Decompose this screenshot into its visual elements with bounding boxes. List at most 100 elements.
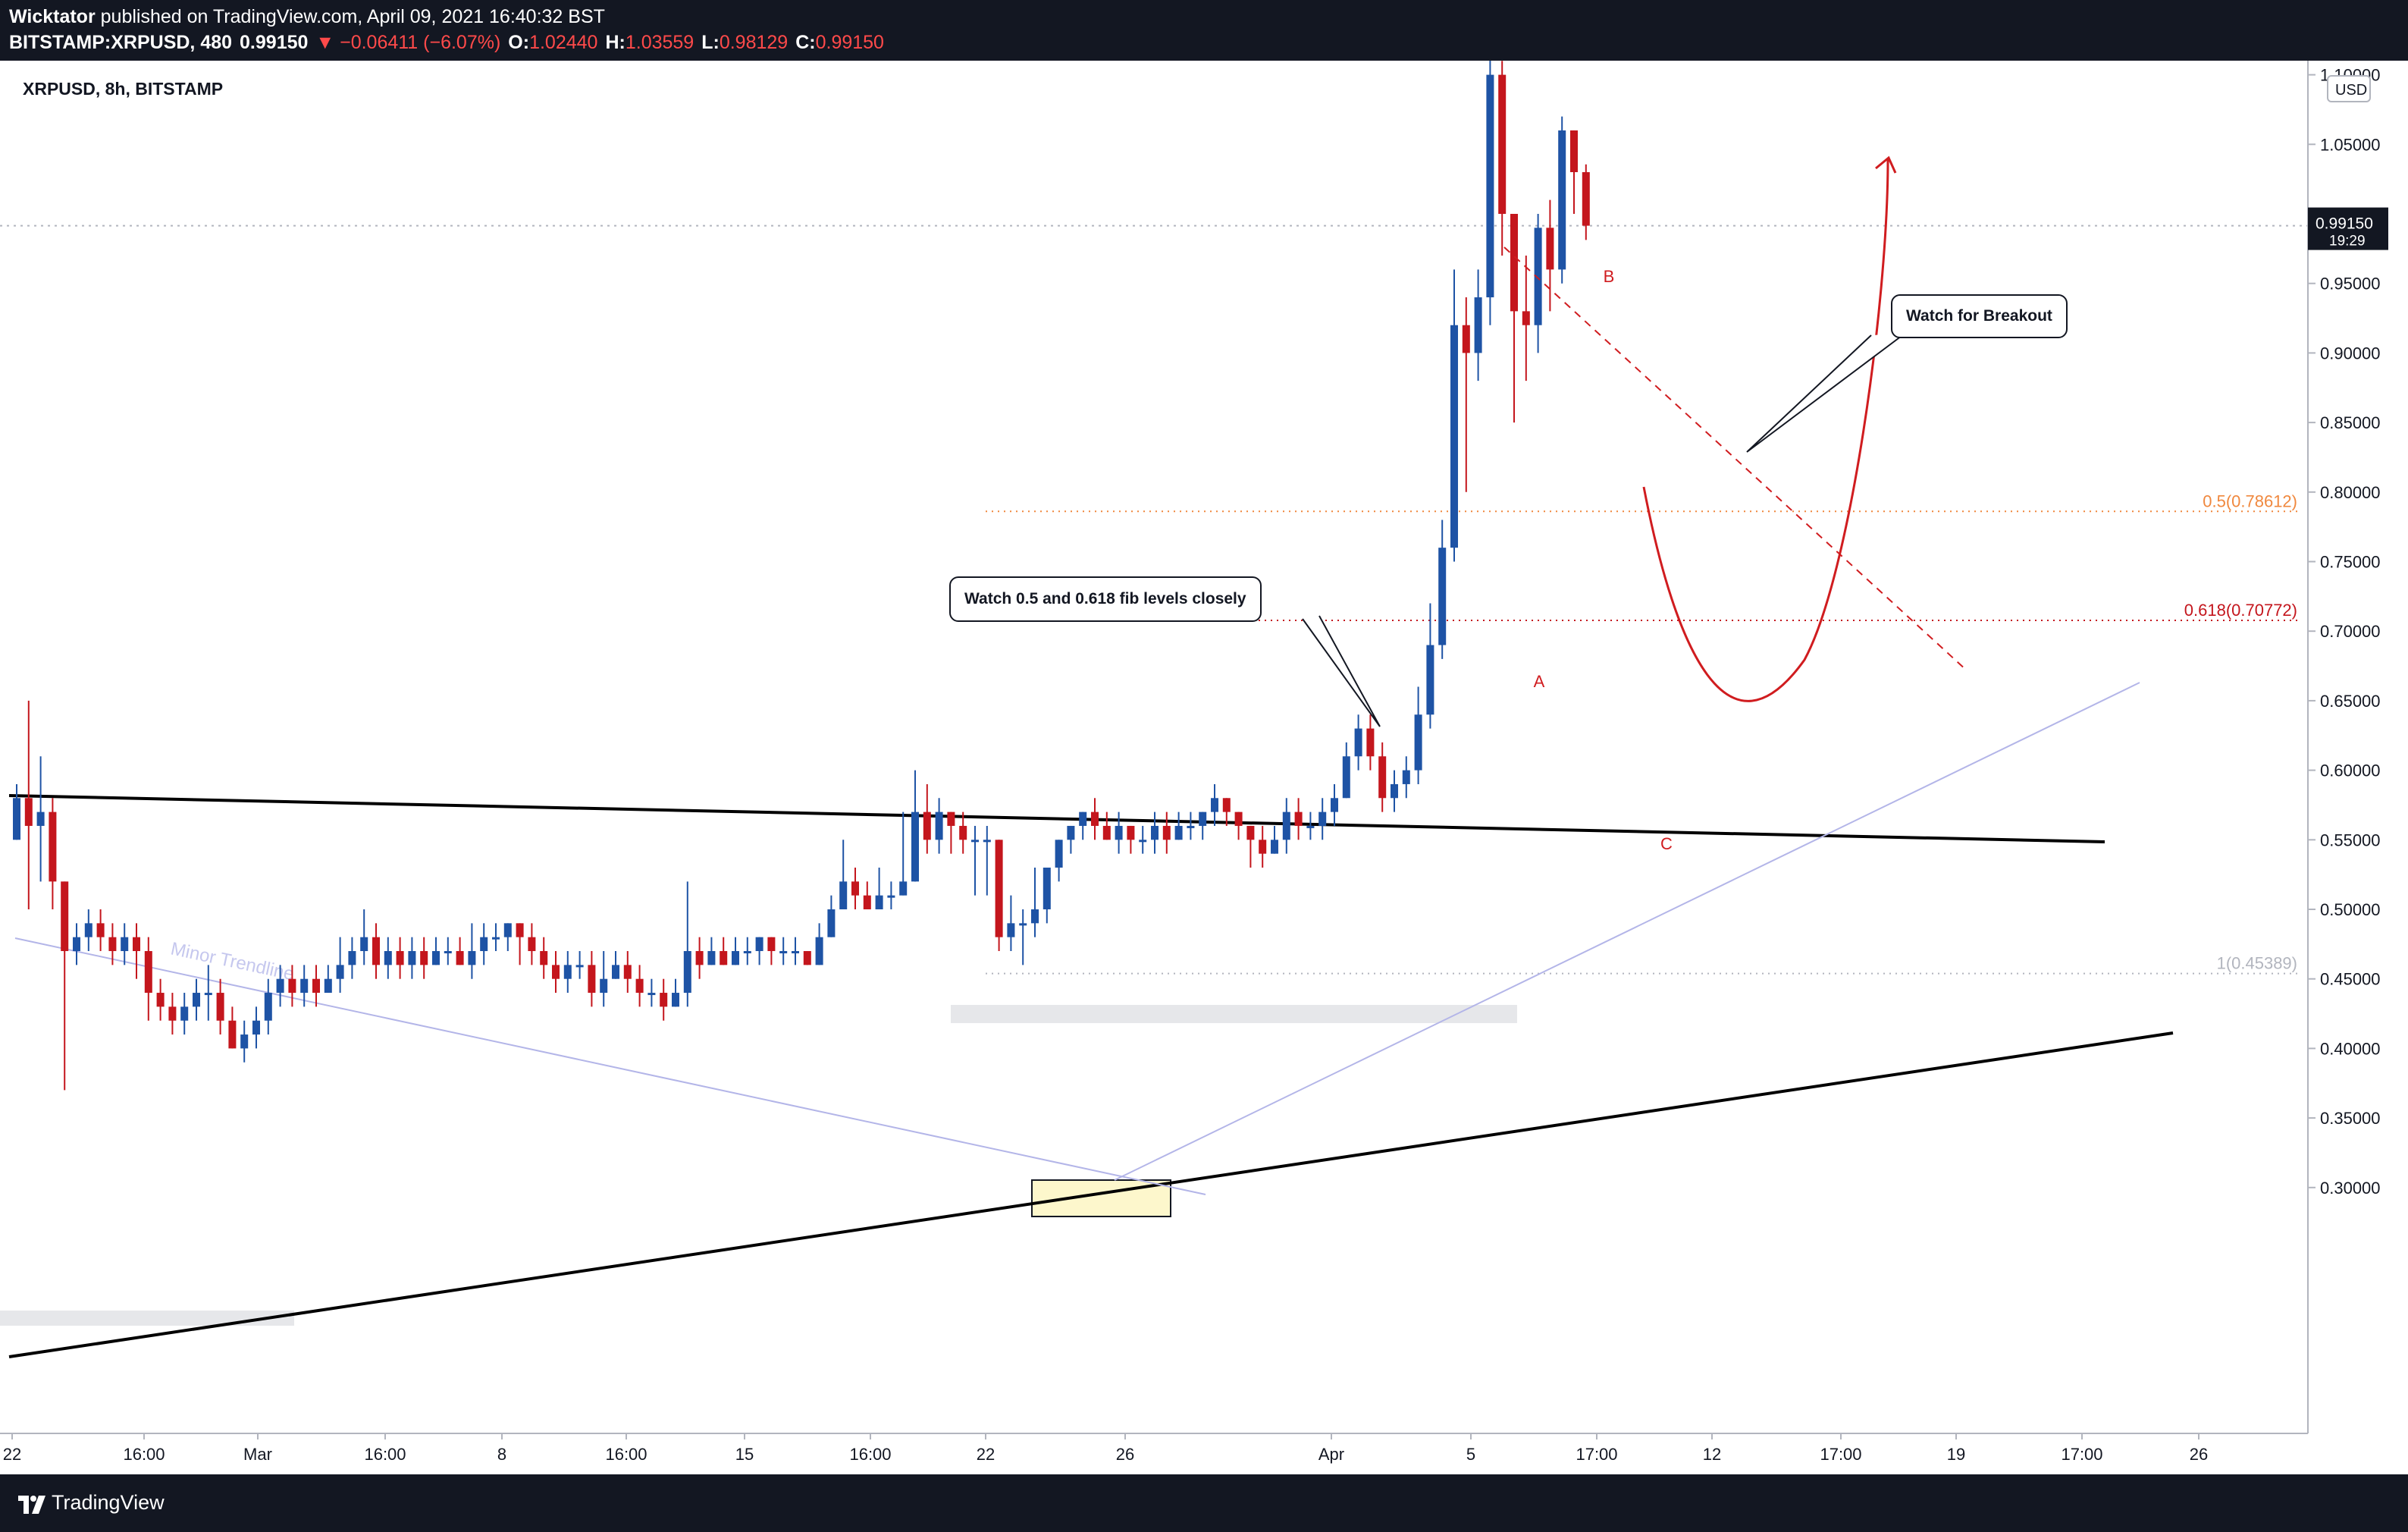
ohlc-line: BITSTAMP:XRPUSD, 480 0.99150 ▼ −0.06411 (−… bbox=[9, 32, 884, 54]
y-tick-label: 0.35000 bbox=[2320, 1109, 2381, 1128]
candle-body bbox=[1582, 171, 1590, 226]
y-tick-label: 0.80000 bbox=[2320, 483, 2381, 502]
candle-body bbox=[1079, 812, 1087, 826]
projected-arrow-icon bbox=[1875, 155, 1897, 174]
candle-body bbox=[935, 812, 943, 840]
x-tick-label: 15 bbox=[735, 1445, 754, 1464]
currency-label: USD bbox=[2335, 82, 2367, 99]
candle-body bbox=[1331, 798, 1338, 812]
candle-body bbox=[288, 978, 296, 994]
candle-body bbox=[683, 951, 691, 994]
candle-body bbox=[1402, 770, 1410, 784]
candle-body bbox=[1019, 923, 1027, 926]
brand-name[interactable]: TradingView bbox=[52, 1491, 165, 1514]
candle-body bbox=[839, 881, 848, 909]
candle-body bbox=[204, 993, 212, 996]
candle-body bbox=[516, 923, 524, 937]
candle-body bbox=[264, 993, 272, 1021]
rising-trendline bbox=[1114, 682, 2140, 1181]
x-tick-label: 22 bbox=[977, 1445, 995, 1464]
candle-body bbox=[575, 965, 584, 968]
candle-body bbox=[432, 951, 440, 965]
candle-body bbox=[49, 812, 57, 882]
publish-info: Wicktator published on TradingView.com, … bbox=[9, 6, 605, 28]
candle-body bbox=[216, 993, 224, 1021]
candle-body bbox=[588, 965, 596, 994]
candle-body bbox=[1438, 548, 1447, 645]
breakout-callout[interactable]: Watch for Breakout bbox=[1891, 294, 2068, 338]
close-value: 0.99150 bbox=[815, 32, 884, 53]
candle-body bbox=[1102, 825, 1111, 840]
tradingview-logo-icon bbox=[18, 1496, 45, 1514]
low-value: 0.98129 bbox=[719, 32, 789, 53]
candle-body bbox=[1486, 74, 1494, 298]
resistance-trendline bbox=[8, 794, 2105, 843]
candle-body bbox=[672, 993, 679, 1007]
wave-label: B bbox=[1604, 267, 1615, 286]
last-price: 0.99150 bbox=[240, 32, 309, 53]
x-tick-label: Mar bbox=[243, 1445, 272, 1464]
candle-body bbox=[647, 993, 656, 996]
candle-body bbox=[815, 937, 823, 965]
candle-body bbox=[887, 895, 895, 898]
candle-body bbox=[312, 978, 320, 994]
candle-body bbox=[1174, 825, 1183, 840]
candle-body bbox=[959, 825, 967, 840]
x-tick-label: 17:00 bbox=[1820, 1445, 1861, 1464]
minor-trendline-label: Minor Trendline bbox=[169, 938, 296, 984]
candle-body bbox=[743, 951, 751, 954]
candle-body bbox=[1162, 825, 1171, 840]
candle-body bbox=[1187, 825, 1195, 828]
candle-body bbox=[133, 937, 140, 952]
minor-trendline bbox=[14, 937, 1206, 1195]
candle-body bbox=[612, 965, 619, 979]
candle-body bbox=[600, 978, 608, 994]
chart-symbol-title: XRPUSD, 8h, BITSTAMP bbox=[23, 79, 224, 99]
candle-body bbox=[1570, 130, 1578, 172]
fib-callout[interactable]: Watch 0.5 and 0.618 fib levels closely bbox=[949, 576, 1262, 622]
publish-header: Wicktator published on TradingView.com, … bbox=[0, 0, 2408, 61]
open-value: 1.02440 bbox=[529, 32, 598, 53]
candle-body bbox=[324, 978, 332, 994]
candle-body bbox=[1414, 714, 1422, 771]
candle-body bbox=[827, 909, 836, 937]
x-tick-label: 16:00 bbox=[605, 1445, 647, 1464]
candle-body bbox=[348, 951, 356, 965]
fib-level-label: 0.618(0.70772) bbox=[2184, 601, 2297, 620]
candle-body bbox=[1031, 909, 1039, 924]
candle-body bbox=[96, 923, 105, 937]
candle-body bbox=[444, 951, 452, 954]
open-label: O: bbox=[508, 32, 530, 53]
candle-body bbox=[36, 812, 45, 826]
resistance-zone bbox=[951, 1005, 1517, 1023]
y-tick-label: 0.65000 bbox=[2320, 692, 2381, 711]
y-tick-label: 0.60000 bbox=[2320, 761, 2381, 780]
candle-body bbox=[1498, 74, 1507, 214]
candle-body bbox=[84, 923, 92, 937]
candle-body bbox=[1043, 867, 1051, 909]
candle-body bbox=[408, 951, 416, 965]
candle-body bbox=[1067, 825, 1075, 840]
candle-body bbox=[121, 937, 129, 952]
candle-body bbox=[767, 937, 776, 952]
x-tick-label: 16:00 bbox=[364, 1445, 406, 1464]
candle-body bbox=[168, 1006, 177, 1021]
candle-body bbox=[384, 951, 392, 965]
candle-body bbox=[1342, 756, 1350, 799]
descending-resistance-line bbox=[1503, 246, 1967, 671]
last-price-value: 0.99150 bbox=[2316, 215, 2373, 233]
candle-body bbox=[1259, 840, 1267, 854]
y-tick-label: 0.85000 bbox=[2320, 413, 2381, 432]
x-tick-label: 19 bbox=[1947, 1445, 1965, 1464]
candle-body bbox=[1222, 798, 1231, 812]
candle-body bbox=[540, 951, 548, 965]
high-value: 1.03559 bbox=[625, 32, 694, 53]
price-chart[interactable]: 1.200001.150001.100001.050001.000000.950… bbox=[0, 61, 2408, 1474]
y-tick-label: 1.05000 bbox=[2320, 135, 2381, 154]
candle-body bbox=[24, 798, 33, 826]
author-name[interactable]: Wicktator bbox=[9, 6, 96, 27]
fib-callout-tail bbox=[1302, 615, 1381, 727]
x-tick-label: Apr bbox=[1318, 1445, 1344, 1464]
wave-label: A bbox=[1534, 672, 1545, 691]
x-tick-label: 26 bbox=[2190, 1445, 2208, 1464]
